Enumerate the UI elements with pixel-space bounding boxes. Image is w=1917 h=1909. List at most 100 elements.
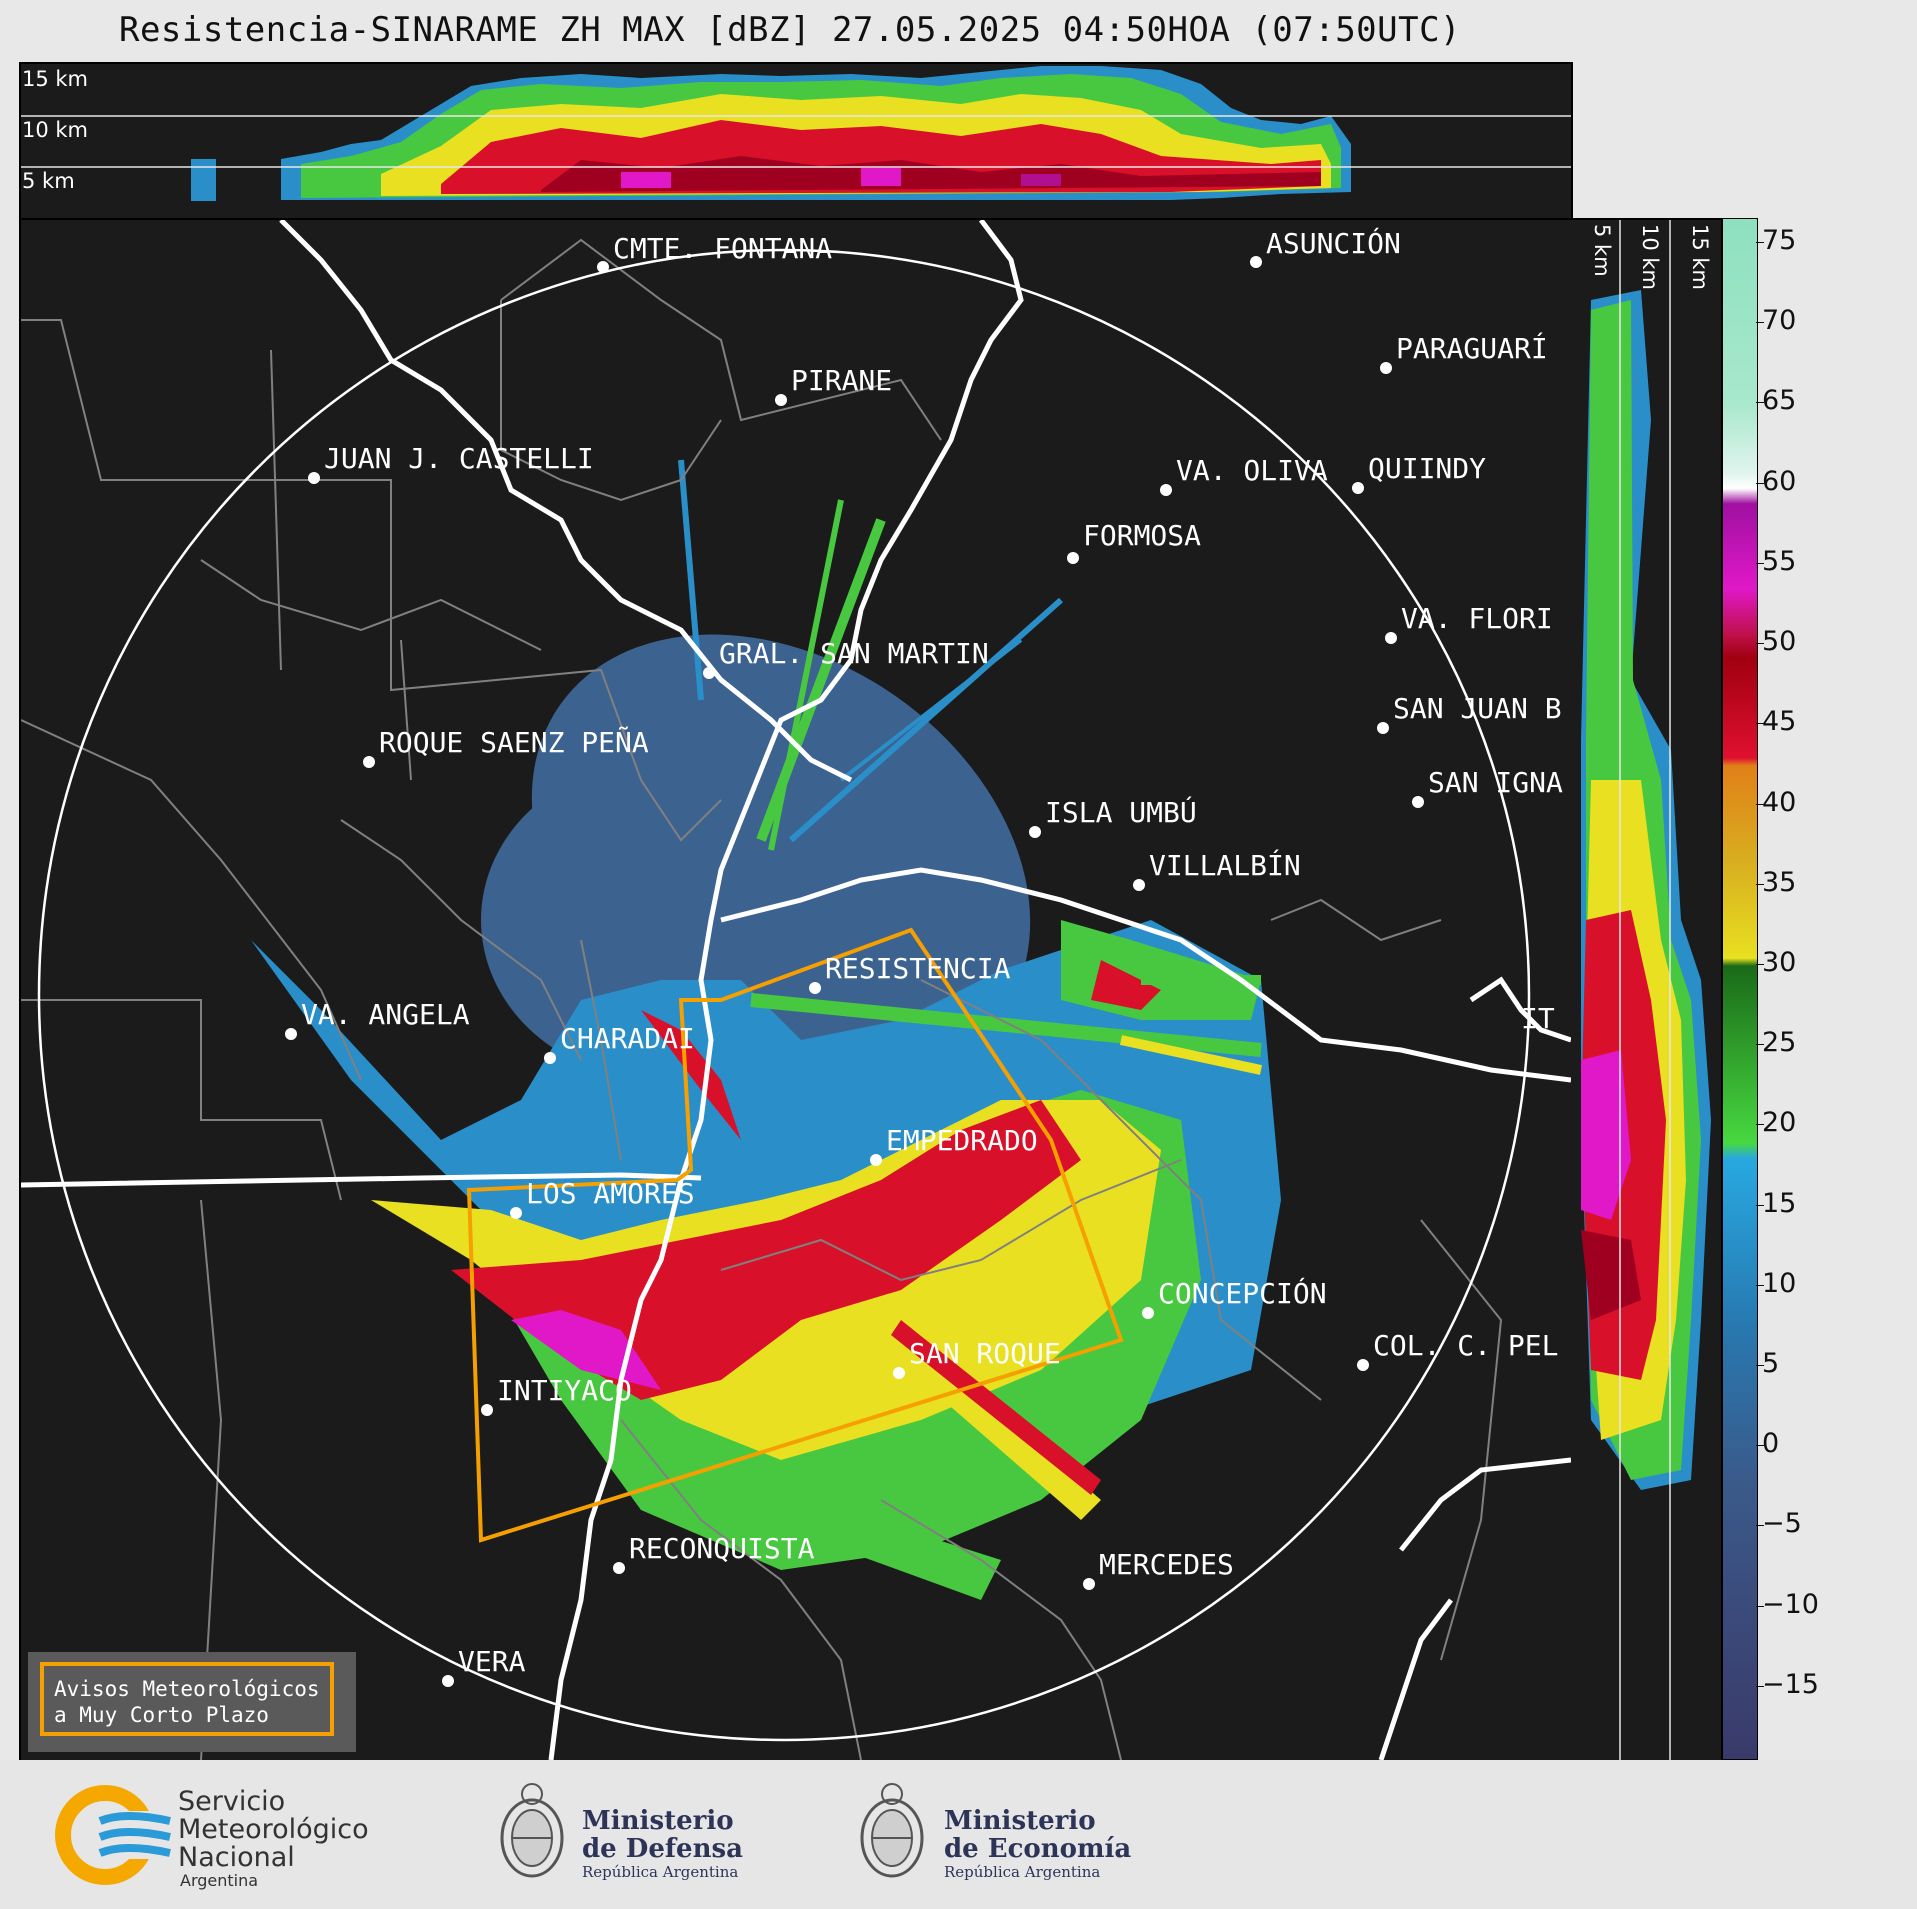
colorbar-tick-label: 5 (1762, 1347, 1780, 1379)
side-cross-section-plot: 5 km 10 km 15 km (1581, 220, 1712, 1760)
city-roque-saenz-pena: ROQUE SAENZ PEÑA (379, 725, 649, 759)
warning-polygon[interactable] (466, 927, 1124, 1543)
colorbar-tick-label: 45 (1762, 706, 1797, 738)
colorbar-tick-mark (1756, 803, 1764, 805)
colorbar-tick-label: 55 (1762, 545, 1797, 577)
colorbar-tick-label: 75 (1762, 225, 1797, 257)
city-juan-j-castelli: JUAN J. CASTELLI (324, 442, 594, 475)
colorbar-tick-label: 15 (1762, 1187, 1797, 1219)
radar-streaks (678, 459, 1263, 1075)
city-va-angela: VA. ANGELA (301, 998, 470, 1031)
alt-label-10km: 10 km (22, 118, 88, 142)
dbz-colorbar (1722, 218, 1758, 1760)
smn-line3: Nacional (178, 1842, 295, 1873)
city-gral-san-martin: GRAL. SAN MARTIN (719, 637, 989, 670)
reflectivity-echoes (251, 920, 1281, 1600)
colorbar-tick-mark (1756, 1044, 1764, 1046)
dbz-colorbar-svg (1723, 219, 1757, 1759)
colorbar-tick-label: 60 (1762, 465, 1797, 497)
colorbar-tick-label: 40 (1762, 786, 1797, 818)
colorbar-tick-mark (1756, 402, 1764, 404)
city-cmte-fontana: CMTE. FONTANA (613, 232, 832, 265)
city-san-juan-b: SAN JUAN B (1393, 692, 1562, 725)
side-cross-section-panel: 5 km 10 km 15 km (1571, 218, 1723, 1762)
city-intiyaco: INTIYACO (497, 1374, 632, 1407)
colorbar-tick-label: 0 (1762, 1428, 1780, 1460)
colorbar-tick-mark (1756, 242, 1764, 244)
smn-logo-text: Servicio Meteorológico Nacional Argentin… (178, 1788, 369, 1890)
city-formosa: FORMOSA (1083, 519, 1201, 552)
side-alt-label-5km: 5 km (1590, 224, 1614, 277)
defensa-line1: Ministerio (582, 1806, 734, 1836)
warning-legend-line2: a Muy Corto Plazo (54, 1703, 269, 1727)
colorbar-tick-label: 25 (1762, 1027, 1797, 1059)
colorbar-tick-mark (1756, 322, 1764, 324)
colorbar-tick-label: 10 (1762, 1267, 1797, 1299)
city-mercedes: MERCEDES (1099, 1548, 1234, 1581)
side-alt-label-15km: 15 km (1688, 224, 1712, 290)
economia-seal-icon (860, 1783, 924, 1878)
economia-line2: de Economía (944, 1834, 1132, 1864)
colorbar-tick-mark (1756, 1605, 1764, 1607)
colorbar-tick-mark (1756, 883, 1764, 885)
colorbar-tick-label: 50 (1762, 626, 1797, 658)
economia-line1: Ministerio (944, 1806, 1096, 1836)
warning-legend-frame: Avisos Meteorológicos a Muy Corto Plazo (40, 1662, 334, 1736)
top-cross-section-plot: 15 km 10 km 5 km (21, 66, 1571, 201)
city-charadai: CHARADAI (560, 1022, 695, 1055)
city-reconquista: RECONQUISTA (629, 1532, 815, 1565)
alt-label-5km: 5 km (22, 169, 75, 193)
colorbar-tick-mark (1756, 963, 1764, 965)
radar-map[interactable]: CMTE. FONTANA ASUNCIÓN PARAGUARÍ PIRANE … (19, 218, 1573, 1762)
defensa-logo-text: Ministerio de Defensa República Argentin… (582, 1807, 743, 1881)
city-it: IT (1521, 1002, 1555, 1035)
city-col-c-pel: COL. C. PEL (1373, 1329, 1558, 1362)
map-title: Resistencia-SINARAME ZH MAX [dBZ] 27.05.… (118, 10, 1462, 50)
defensa-line3: República Argentina (582, 1863, 739, 1881)
city-san-roque: SAN ROQUE (909, 1337, 1061, 1370)
defensa-line2: de Defensa (582, 1834, 743, 1864)
top-echo-band (191, 66, 1351, 201)
city-isla-umbu: ISLA UMBÚ (1045, 795, 1197, 829)
colorbar-tick-mark (1756, 1685, 1764, 1687)
colorbar-tick-label: 70 (1762, 305, 1797, 337)
economia-logo-text: Ministerio de Economía República Argenti… (944, 1807, 1131, 1881)
city-concepcion: CONCEPCIÓN (1158, 1276, 1327, 1310)
colorbar-tick-label: 35 (1762, 866, 1797, 898)
economia-line3: República Argentina (944, 1863, 1101, 1881)
colorbar-tick-mark (1756, 1364, 1764, 1366)
rivers-borders (21, 220, 1571, 1760)
smn-logo-icon (55, 1785, 175, 1885)
city-paraguari: PARAGUARÍ (1396, 331, 1548, 365)
range-ring (37, 248, 1531, 1742)
colorbar-tick-mark (1756, 1525, 1764, 1527)
admin-boundaries (21, 238, 1503, 1760)
colorbar-tick-mark (1756, 1124, 1764, 1126)
smn-line4: Argentina (180, 1871, 259, 1890)
city-markers: CMTE. FONTANA ASUNCIÓN PARAGUARÍ PIRANE … (285, 226, 1563, 1687)
city-san-igna: SAN IGNA (1428, 766, 1563, 799)
colorbar-tick-label: −10 (1762, 1588, 1819, 1620)
colorbar-tick-mark (1756, 482, 1764, 484)
radar-map-svg: CMTE. FONTANA ASUNCIÓN PARAGUARÍ PIRANE … (21, 220, 1571, 1760)
smn-line2: Meteorológico (178, 1814, 369, 1845)
side-alt-label-10km: 10 km (1638, 224, 1662, 290)
colorbar-tick-label: 65 (1762, 385, 1797, 417)
defensa-seal-icon (500, 1783, 564, 1878)
warning-legend: Avisos Meteorológicos a Muy Corto Plazo (28, 1652, 356, 1752)
warning-legend-line1: Avisos Meteorológicos (54, 1677, 320, 1701)
colorbar-tick-mark (1756, 562, 1764, 564)
colorbar-tick-mark (1756, 723, 1764, 725)
colorbar-tick-label: −5 (1762, 1508, 1802, 1540)
city-villalbin: VILLALBÍN (1149, 848, 1301, 882)
colorbar-tick-label: −15 (1762, 1668, 1819, 1700)
city-los-amores: LOS AMORES (526, 1177, 695, 1210)
top-cross-section-panel: 15 km 10 km 5 km (19, 62, 1573, 220)
colorbar-tick-label: 30 (1762, 946, 1797, 978)
colorbar-tick-mark (1756, 643, 1764, 645)
city-vera: VERA (458, 1645, 526, 1678)
alt-label-15km: 15 km (22, 67, 88, 91)
city-pirane: PIRANE (791, 364, 892, 397)
colorbar-tick-mark (1756, 1284, 1764, 1286)
footer-logos: Servicio Meteorológico Nacional Argentin… (0, 1760, 1917, 1909)
